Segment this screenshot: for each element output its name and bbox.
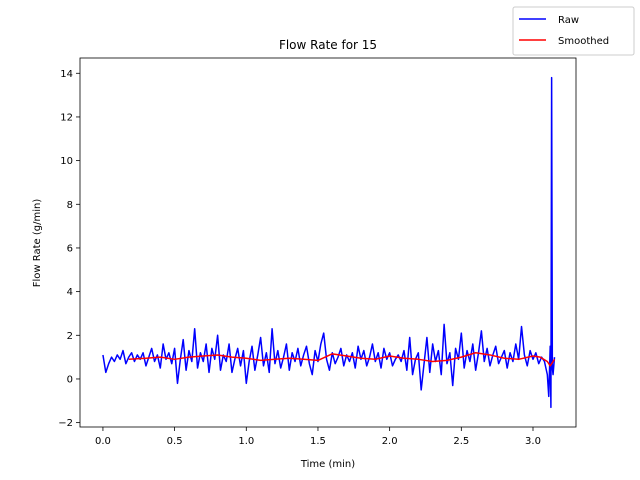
legend: Raw Smoothed [512, 6, 635, 56]
y-tick-label: 2 [67, 331, 73, 342]
plot-frame [79, 57, 577, 428]
y-tick-label: 12 [60, 112, 73, 123]
y-axis-label: Flow Rate (g/min) [32, 199, 43, 288]
x-tick-label: 0.5 [167, 436, 183, 447]
y-tick-label: 14 [60, 69, 73, 80]
x-tick-label: 0.0 [95, 436, 111, 447]
x-tick-label: 3.0 [525, 436, 541, 447]
y-tick-label: 10 [60, 156, 73, 167]
x-tick-label: 2.0 [382, 436, 398, 447]
y-tick-label: −2 [58, 418, 73, 429]
series-line-raw [102, 76, 556, 409]
x-tick-label: 1.5 [310, 436, 326, 447]
legend-smoothed-label: Smoothed [558, 36, 609, 47]
y-tick-label: 8 [67, 200, 73, 211]
y-axis-ticks: −2 0 2 4 6 8 10 12 14 [58, 69, 80, 429]
series-line-smoothed [128, 352, 556, 367]
x-axis-label: Time (min) [300, 459, 355, 470]
chart-title: Flow Rate for 15 [279, 38, 377, 52]
y-tick-label: 4 [67, 287, 73, 298]
y-tick-label: 0 [67, 374, 73, 385]
x-tick-label: 2.5 [453, 436, 469, 447]
x-axis-ticks: 0.0 0.5 1.0 1.5 2.0 2.5 3.0 [95, 427, 541, 447]
y-tick-label: 6 [67, 243, 73, 254]
x-tick-label: 1.0 [238, 436, 254, 447]
series-lines [102, 76, 556, 409]
legend-raw-label: Raw [558, 15, 579, 26]
